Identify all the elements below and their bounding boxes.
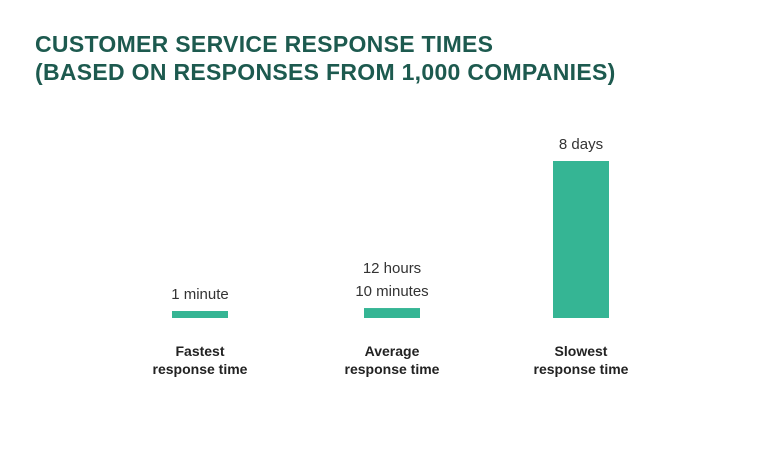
chart-title: CUSTOMER SERVICE RESPONSE TIMES	[35, 31, 493, 57]
bar	[364, 308, 420, 318]
category-label: Fastest	[175, 343, 224, 359]
value-label: 1 minute	[171, 286, 229, 303]
category-label: response time	[534, 361, 629, 377]
category-label: response time	[153, 361, 248, 377]
value-label: 8 days	[559, 136, 603, 153]
value-label: 10 minutes	[355, 283, 428, 300]
chart-title: (BASED ON RESPONSES FROM 1,000 COMPANIES…	[35, 59, 616, 85]
bar	[553, 161, 609, 318]
value-label: 12 hours	[363, 260, 421, 277]
category-label: Slowest	[555, 343, 608, 359]
category-label: Average	[365, 343, 420, 359]
category-label: response time	[345, 361, 440, 377]
bar	[172, 311, 228, 318]
